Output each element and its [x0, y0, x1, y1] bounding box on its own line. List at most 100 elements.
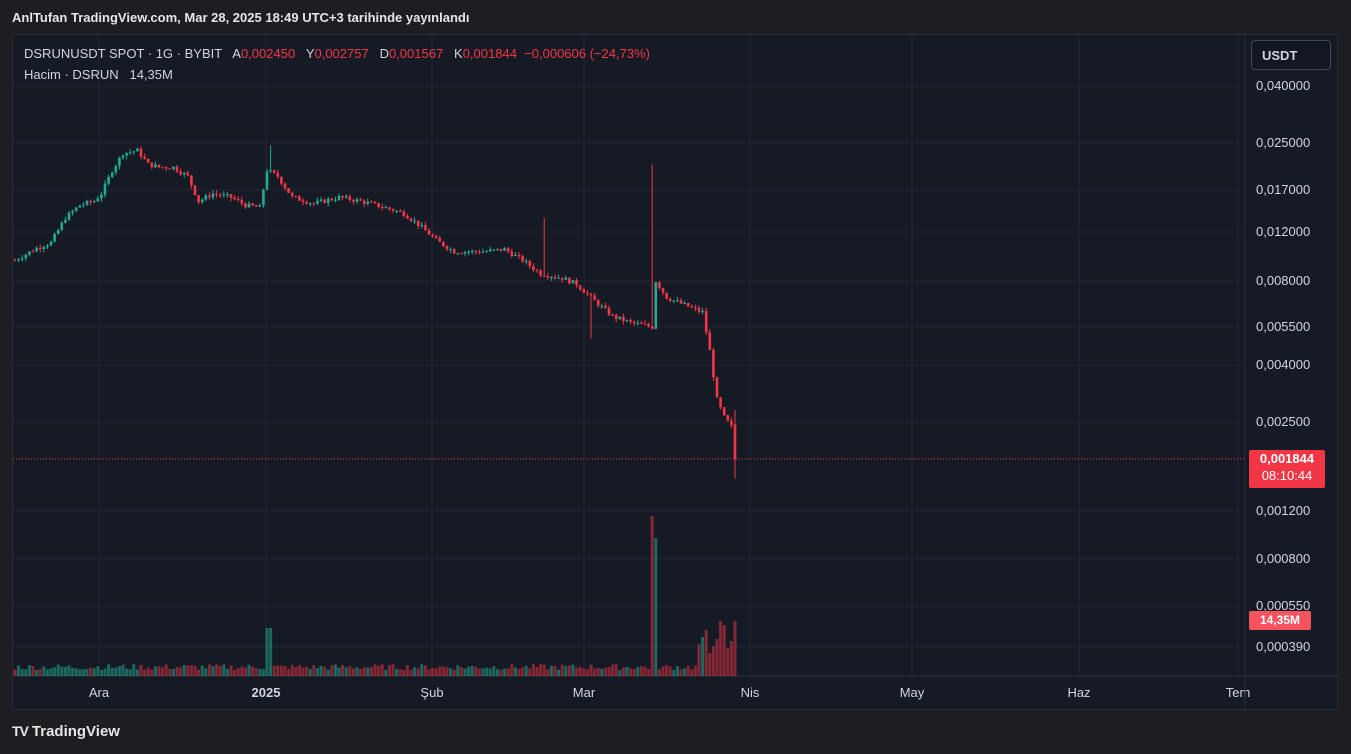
candle-body [668, 298, 672, 301]
volume-bar [20, 669, 24, 676]
high-value: 0,002757 [314, 46, 369, 61]
volume-bar [578, 666, 582, 676]
candle-body [402, 211, 406, 216]
volume-bar [276, 665, 280, 676]
candle-body [182, 172, 186, 175]
volume-bar [301, 667, 305, 676]
volume-bar [593, 668, 597, 676]
candle-body [686, 302, 690, 307]
candle-body [262, 189, 265, 206]
candle-body [586, 292, 589, 294]
candle-body [366, 201, 370, 204]
candle-body [557, 277, 560, 279]
volume-bar [114, 667, 118, 676]
volume-bar [128, 669, 132, 676]
candle-body [726, 415, 730, 421]
candle-body [71, 210, 74, 213]
volume-bar [683, 668, 687, 676]
volume-bar [236, 667, 240, 676]
candle-body [348, 196, 352, 201]
high-label: Y [305, 46, 315, 61]
candle-body [67, 212, 71, 220]
volume-bar [726, 648, 730, 676]
candle-body [251, 203, 254, 206]
volume-bar [38, 668, 42, 676]
chart-frame[interactable] [12, 34, 1338, 710]
candle-body [427, 230, 431, 235]
candle-body [560, 277, 564, 280]
volume-bar [283, 665, 287, 676]
volume-bar [269, 628, 273, 676]
volume-bar [521, 667, 525, 676]
candle-body [650, 326, 654, 329]
volume-bar [636, 667, 640, 676]
volume-bar [78, 669, 82, 676]
volume-bar [175, 666, 179, 676]
currency-button[interactable]: USDT [1251, 40, 1331, 70]
candle-body [463, 252, 467, 254]
candle-body [546, 276, 550, 278]
volume-bar [146, 667, 150, 676]
close-value: 0,001844 [462, 46, 517, 61]
volume-label[interactable]: Hacim · DSRUN [24, 67, 119, 82]
open-value: 0,002450 [240, 46, 296, 61]
y-tick-label: 0,017000 [1256, 182, 1310, 197]
candle-body [269, 170, 272, 172]
volume-bar [225, 668, 229, 676]
volume-bar [391, 664, 395, 676]
volume-bar [71, 667, 75, 676]
volume-bar [409, 669, 413, 676]
tradingview-logo[interactable]: TV TradingView [12, 723, 120, 740]
candle-body [359, 199, 362, 201]
volume-bar [434, 668, 438, 676]
volume-bar [704, 630, 708, 676]
volume-bar [492, 666, 496, 676]
volume-bar [211, 666, 215, 676]
volume-bar [729, 641, 733, 676]
volume-bar [377, 665, 381, 676]
volume-bar [297, 665, 301, 676]
volume-bar [585, 669, 589, 676]
candle-body [640, 322, 643, 324]
volume-bar [308, 668, 312, 676]
volume-bar [215, 664, 219, 676]
candle-body [337, 195, 341, 200]
candle-body [175, 166, 179, 172]
volume-bar [420, 664, 424, 676]
candle-body [377, 202, 380, 208]
candle-body [200, 199, 204, 203]
candle-body [708, 332, 712, 350]
volume-bar [708, 653, 712, 676]
symbol-label[interactable]: DSRUNUSDT SPOT · 1G · BYBIT [24, 46, 223, 61]
volume-bar [531, 664, 535, 676]
candle-body [434, 236, 438, 239]
candle-body [481, 251, 485, 253]
volume-bar [186, 665, 190, 676]
candle-body [254, 205, 258, 207]
candle-body [110, 172, 114, 177]
volume-bar [312, 664, 316, 676]
volume-bar [272, 665, 276, 676]
volume-bar [441, 666, 445, 676]
publication-caption: AnlTufan TradingView.com, Mar 28, 2025 1… [12, 10, 470, 25]
volume-bar [315, 668, 319, 676]
candle-body [276, 172, 280, 177]
volume-bar [701, 637, 705, 676]
volume-bar [13, 669, 17, 676]
volume-bar [539, 664, 543, 676]
candle-body [290, 192, 294, 197]
candle-body [143, 156, 146, 159]
volume-bar [348, 666, 352, 676]
volume-bar [614, 664, 618, 676]
candle-body [470, 250, 474, 252]
candle-body [607, 307, 611, 315]
candle-body [485, 251, 488, 253]
candle-body [78, 205, 82, 208]
volume-bar [290, 664, 294, 676]
candle-body [85, 200, 89, 205]
candle-body [49, 241, 53, 246]
candle-body [92, 201, 96, 203]
candle-body [107, 176, 110, 184]
volume-bar [366, 667, 370, 676]
